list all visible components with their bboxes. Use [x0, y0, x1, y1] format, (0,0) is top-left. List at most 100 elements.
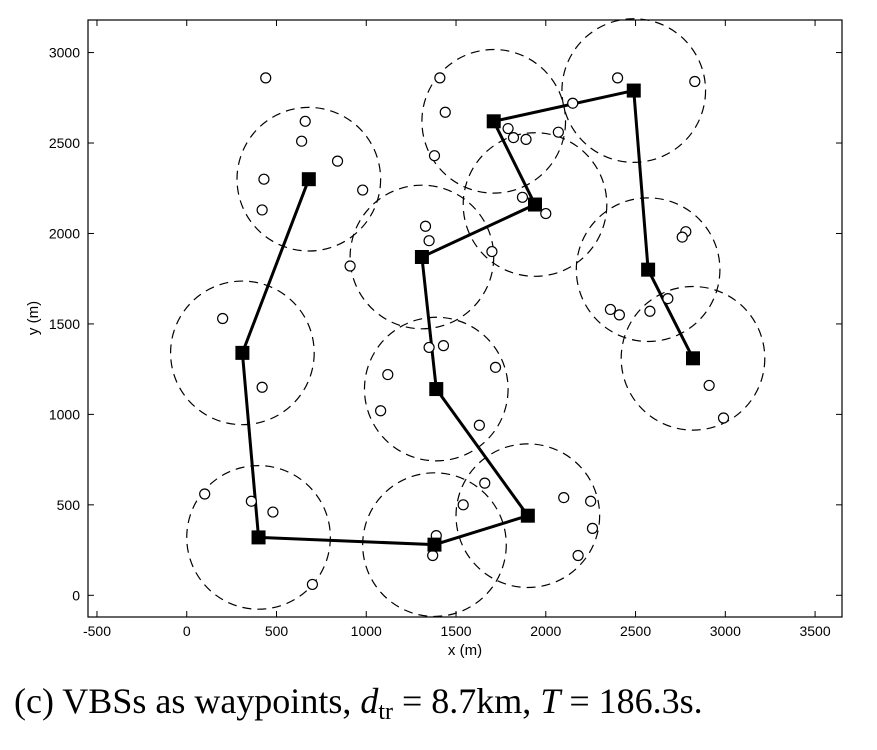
vbs-waypoint: [414, 249, 429, 264]
y-axis-ticks: 0 500 1000 1500 2000 2500 3000: [49, 45, 842, 603]
coverage-circle: [462, 132, 608, 277]
user-point: [423, 235, 435, 247]
vbs-waypoint: [235, 345, 250, 360]
user-point: [428, 150, 441, 162]
user-point: [267, 506, 279, 518]
vbs-waypoint: [626, 83, 641, 98]
plot-frame: [87, 19, 843, 618]
user-point: [676, 231, 688, 243]
x-tick-label: 3000: [710, 623, 741, 639]
user-point: [419, 220, 432, 232]
user-point: [585, 495, 597, 507]
caption-t-symbol: T: [540, 681, 561, 721]
vbs-waypoint: [429, 382, 444, 397]
user-point: [331, 155, 344, 167]
figure-caption: (c) VBSs as waypoints, dtr = 8.7km, T = …: [14, 680, 874, 726]
user-point: [217, 312, 229, 325]
user-point: [423, 341, 435, 354]
user-point: [489, 361, 502, 373]
user-point: [245, 495, 257, 507]
x-tick-label: 2500: [620, 623, 651, 639]
user-point: [552, 126, 564, 138]
user-point: [439, 106, 451, 118]
trajectory-line: [240, 89, 695, 547]
y-tick-label: 2500: [49, 135, 80, 151]
caption-d-symbol: d: [360, 681, 379, 721]
vbs-waypoint: [251, 530, 266, 545]
vbs-waypoint: [520, 508, 535, 523]
user-point: [507, 131, 520, 144]
user-point: [382, 368, 394, 381]
user-point: [258, 173, 270, 185]
user-point: [558, 492, 570, 504]
vbs-markers: [235, 83, 700, 552]
x-tick-label: 1000: [351, 623, 382, 639]
user-point: [479, 477, 491, 489]
x-tick-label: 0: [183, 623, 191, 639]
coverage-circle: [575, 197, 721, 343]
user-markers: [199, 72, 730, 591]
user-point: [434, 72, 446, 84]
user-point: [567, 97, 579, 109]
vbs-waypoint: [685, 351, 700, 366]
coverage-circles: [169, 18, 766, 618]
user-point: [256, 381, 268, 393]
user-point: [662, 293, 674, 305]
coverage-circle: [169, 280, 315, 426]
y-tick-label: 500: [57, 497, 81, 513]
user-point: [375, 405, 387, 417]
coverage-circle: [561, 18, 707, 163]
user-point: [344, 260, 356, 272]
coverage-circle: [455, 443, 601, 589]
user-point: [613, 309, 625, 321]
user-point: [486, 245, 498, 258]
x-tick-label: 1500: [440, 623, 471, 639]
coverage-circle: [620, 285, 766, 431]
user-point: [644, 305, 656, 317]
x-axis-ticks: -500 0 500 1000 1500 2000 2500 3000 3500: [83, 20, 831, 639]
vbs-waypoint: [486, 114, 501, 129]
user-point: [520, 133, 532, 145]
user-point: [299, 115, 311, 127]
x-tick-label: 2000: [530, 623, 561, 639]
y-tick-label: 2000: [49, 225, 80, 241]
user-point: [457, 499, 469, 511]
x-tick-label: -500: [83, 623, 111, 639]
vbs-waypoint: [427, 537, 442, 552]
x-tick-label: 500: [265, 623, 289, 639]
user-point: [427, 549, 439, 562]
caption-prefix: (c) VBSs as waypoints,: [14, 681, 361, 721]
trajectory-chart: -500 0 500 1000 1500 2000 2500 3000 3500 0 500 100…: [25, 18, 843, 659]
user-point: [717, 412, 730, 424]
y-axis-label: y (m): [25, 301, 42, 335]
caption-d-value: = 8.7km,: [393, 681, 541, 721]
coverage-circle: [363, 316, 509, 462]
user-point: [611, 72, 624, 84]
user-point: [572, 549, 584, 562]
user-point: [703, 379, 715, 392]
trajectory-path: [240, 89, 695, 547]
y-tick-label: 1500: [49, 316, 80, 332]
user-point: [689, 75, 701, 88]
user-point: [199, 488, 211, 500]
user-point: [516, 191, 529, 203]
user-point: [256, 204, 268, 216]
coverage-circle: [349, 184, 495, 330]
coverage-circle: [236, 106, 382, 252]
y-tick-label: 3000: [49, 45, 80, 61]
caption-t-value: = 186.3s.: [560, 681, 703, 721]
user-point: [502, 122, 514, 135]
y-tick-label: 1000: [49, 406, 80, 422]
user-point: [586, 522, 599, 534]
user-point: [357, 184, 369, 196]
user-point: [540, 207, 552, 220]
y-tick-label: 0: [72, 587, 80, 603]
x-tick-label: 3500: [799, 623, 830, 639]
coverage-circle: [186, 464, 331, 610]
vbs-waypoint: [301, 172, 316, 187]
x-axis-label: x (m): [448, 642, 482, 659]
user-point: [296, 135, 308, 147]
user-point: [437, 340, 450, 352]
caption-d-subscript: tr: [378, 699, 393, 725]
vbs-waypoint: [528, 197, 543, 212]
